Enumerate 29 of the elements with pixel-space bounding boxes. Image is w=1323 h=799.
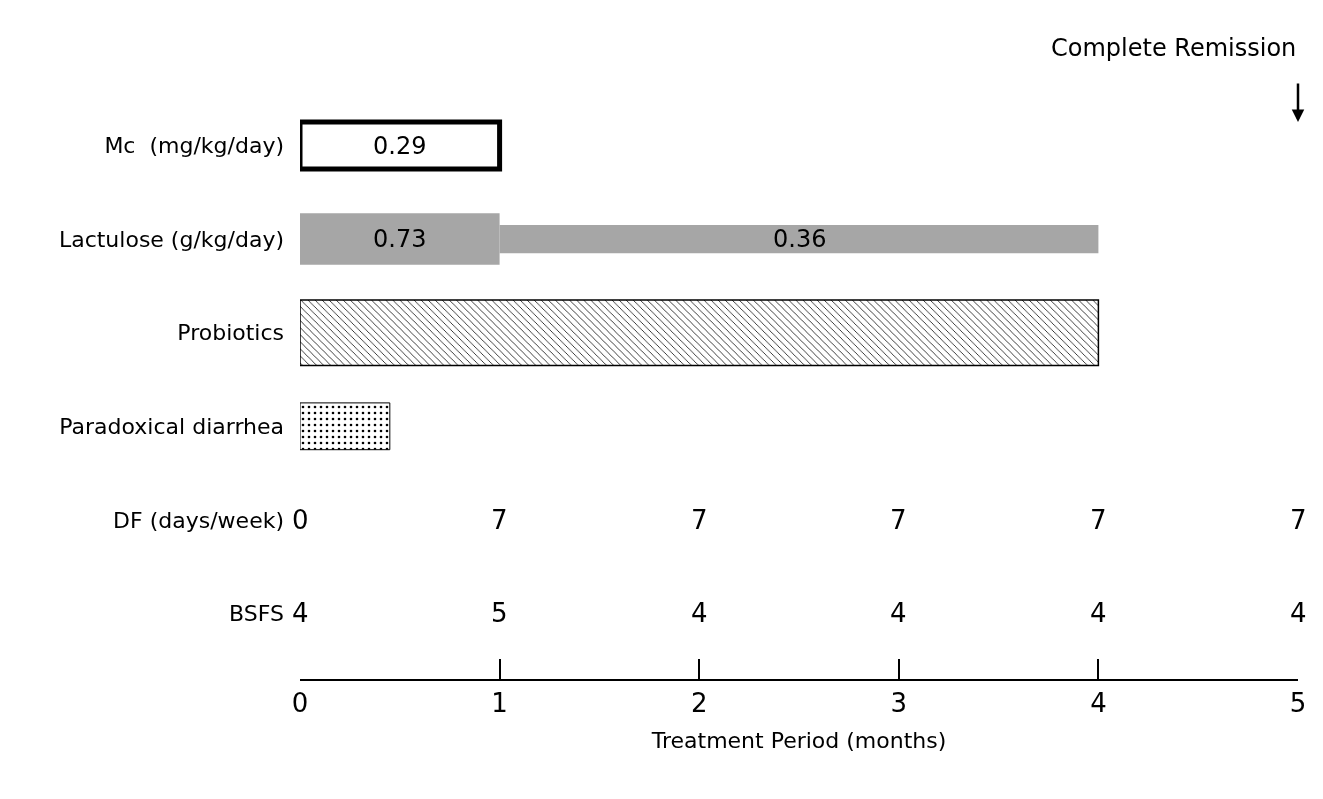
- x-tick-label: 0: [291, 688, 309, 719]
- x-tick-label: 2: [690, 688, 708, 719]
- annotation: 4: [691, 598, 708, 628]
- annotation: 7: [691, 505, 708, 535]
- annotation: 4: [890, 598, 907, 628]
- x-tick-label: 3: [890, 688, 908, 719]
- annotation: 0: [292, 505, 309, 535]
- y-tick-label: BSFS: [229, 601, 284, 627]
- annotation: 4: [1290, 598, 1307, 628]
- y-tick-label: Paradoxical diarrhea: [59, 414, 284, 439]
- y-tick-label: Lactulose (g/kg/day): [58, 226, 284, 252]
- annotation: 0.36: [773, 225, 827, 253]
- annotation: 7: [1290, 505, 1307, 535]
- y-tick-label: DF (days/week): [113, 507, 284, 533]
- x-tick-label: 5: [1289, 688, 1307, 719]
- annotation: 7: [890, 505, 907, 535]
- y-tick-label: Probiotics: [177, 320, 284, 346]
- annotation: 0.73: [373, 225, 427, 253]
- x-axis-title: Treatment Period (months): [650, 727, 947, 753]
- annotation: 7: [491, 505, 508, 535]
- x-tick-label: 1: [491, 688, 508, 719]
- text: Complete Remission: [1051, 34, 1297, 62]
- annotation: 4: [292, 598, 309, 628]
- annotation: 5: [491, 598, 508, 628]
- annotation: 7: [1090, 505, 1107, 535]
- annotation: 0.29: [373, 132, 427, 160]
- x-tick-label: 4: [1090, 688, 1107, 719]
- y-tick-label: Mc (mg/kg/day): [104, 133, 284, 159]
- annotation: 4: [1090, 598, 1107, 628]
